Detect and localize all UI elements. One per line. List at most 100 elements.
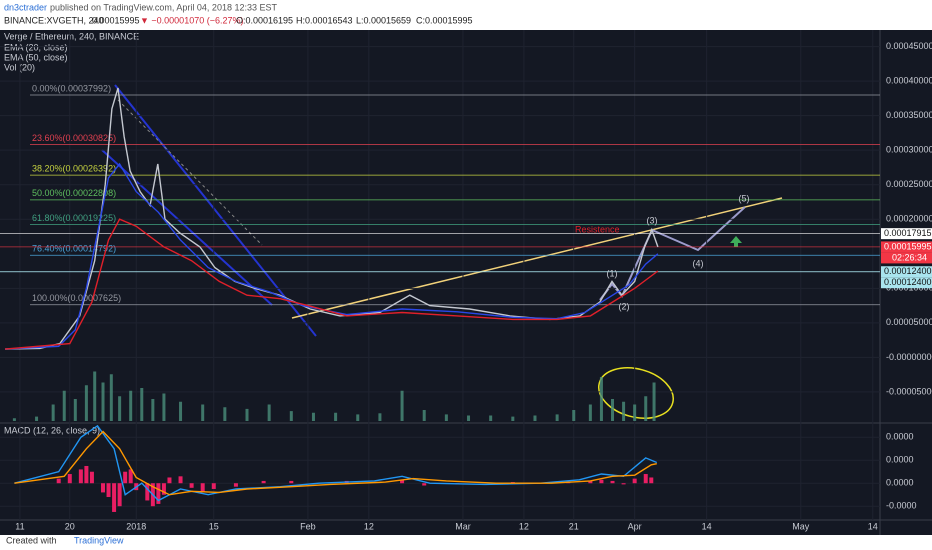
macd-histogram-bar xyxy=(112,483,117,512)
series-line xyxy=(4,162,659,350)
macd-histogram-bar xyxy=(643,474,648,484)
header-bg xyxy=(0,0,932,30)
macd-histogram-bar xyxy=(161,483,166,495)
author[interactable]: dn3ctrader xyxy=(4,2,47,12)
x-tick-label: 12 xyxy=(364,521,374,531)
macd-histogram-bar xyxy=(400,479,405,484)
volume-bar xyxy=(179,401,183,421)
macd-histogram-bar xyxy=(156,483,161,504)
chart-title: Verge / Ethereum, 240, BINANCE xyxy=(4,31,139,41)
published: published on TradingView.com, April 04, … xyxy=(50,2,277,12)
fib-label: 50.00%(0.00022808) xyxy=(32,188,116,198)
macd-histogram-bar xyxy=(649,477,654,484)
x-tick-label: 14 xyxy=(702,521,712,531)
volume-bar xyxy=(588,404,592,421)
footer-brand[interactable]: TradingView xyxy=(74,535,124,545)
macd-histogram-bar xyxy=(101,483,106,493)
macd-histogram-bar xyxy=(145,483,150,501)
x-tick-label: Mar xyxy=(455,521,471,531)
up-arrow xyxy=(730,236,742,247)
macd-histogram-bar xyxy=(632,478,637,484)
diagonal xyxy=(117,99,263,246)
volume-bar xyxy=(93,371,97,421)
change: ▼ −0.00001070 (−6.27%) xyxy=(140,15,243,25)
volume-highlight xyxy=(598,367,674,419)
macd-histogram-bar xyxy=(128,469,133,484)
price-marker-box xyxy=(881,277,932,289)
volume-bar xyxy=(35,416,39,421)
volume-bar xyxy=(334,412,338,421)
x-tick-label: 15 xyxy=(209,521,219,531)
volume-bar xyxy=(555,414,559,421)
x-tick-label: 21 xyxy=(569,521,579,531)
legend-entry: EMA (20, close) xyxy=(4,42,68,52)
volume-bar xyxy=(633,404,637,421)
x-tick-label: 14 xyxy=(868,521,878,531)
volume-bar xyxy=(118,396,122,421)
fib-label: 0.00%(0.00037992) xyxy=(32,83,111,93)
chart-bg xyxy=(0,30,932,535)
y-tick-label: -0.00000000 xyxy=(886,352,932,362)
fib-label: 38.20%(0.00026392) xyxy=(32,163,116,173)
footer-bg xyxy=(0,535,932,550)
macd-histogram-bar xyxy=(89,471,94,484)
wave-label: (5) xyxy=(739,193,750,203)
macd-histogram-bar xyxy=(189,483,194,488)
volume-bar xyxy=(356,414,360,421)
volume-bar xyxy=(12,418,16,421)
y-tick-label: 0.0000 xyxy=(886,455,914,465)
volume-bar xyxy=(51,404,55,421)
volume-bar xyxy=(62,390,66,421)
macd-histogram-bar xyxy=(289,480,294,484)
series-line xyxy=(14,430,657,496)
macd-histogram-bar xyxy=(233,483,238,487)
y-tick-label: 0.00020000 xyxy=(886,214,932,224)
countdown-box xyxy=(881,252,932,264)
volume-bar xyxy=(101,382,105,421)
y-tick-label: 0.00005000 xyxy=(886,317,932,327)
low: L:0.00015659 xyxy=(356,15,411,25)
macd-histogram-bar xyxy=(610,480,615,484)
volume-bar xyxy=(84,385,88,421)
macd-histogram-bar xyxy=(123,471,128,484)
volume-bar xyxy=(652,382,656,421)
volume-bar xyxy=(644,396,648,421)
volume-bar xyxy=(611,399,615,421)
x-tick-label: 12 xyxy=(519,521,529,531)
price-marker-box xyxy=(881,228,932,240)
resistance-line xyxy=(291,197,783,319)
price-marker-box xyxy=(881,241,932,253)
macd-histogram-bar xyxy=(106,483,111,498)
y-tick-label: 0.0000 xyxy=(886,478,914,488)
macd-title: MACD (12, 26, close, 9) xyxy=(4,425,100,435)
volume-bar xyxy=(245,408,249,421)
y-tick-label: -0.0000 xyxy=(886,501,917,511)
macd-histogram-bar xyxy=(78,469,83,484)
volume-bar xyxy=(289,411,293,421)
macd-histogram-bar xyxy=(84,465,89,484)
macd-histogram-bar xyxy=(621,483,626,485)
macd-histogram-bar xyxy=(167,477,172,484)
wave-path xyxy=(599,206,746,301)
wave-label: (3) xyxy=(647,215,658,225)
volume-bar xyxy=(489,415,493,421)
macd-histogram-bar xyxy=(117,483,122,507)
x-tick-label: Apr xyxy=(628,521,642,531)
price-marker-label: 0.00015995 xyxy=(884,241,932,251)
wave-label: (1) xyxy=(607,268,618,278)
y-tick-label: 0.00040000 xyxy=(886,75,932,85)
macd-histogram-bar xyxy=(599,479,604,484)
volume-bar xyxy=(201,404,205,421)
legend-entry: EMA (50, close) xyxy=(4,52,68,62)
wave-label: (2) xyxy=(619,301,630,311)
y-tick-label: 0.0000 xyxy=(886,432,914,442)
volume-bar xyxy=(267,404,271,421)
price-marker-label: 0.00012400 xyxy=(884,277,932,287)
volume-bar xyxy=(73,399,77,421)
y-tick-label: 0.00045000 xyxy=(886,41,932,51)
fib-label: 61.80%(0.00019225) xyxy=(32,213,116,223)
x-tick-label: 11 xyxy=(15,521,24,531)
y-tick-label: 0.00030000 xyxy=(886,145,932,155)
high: H:0.00016543 xyxy=(296,15,353,25)
